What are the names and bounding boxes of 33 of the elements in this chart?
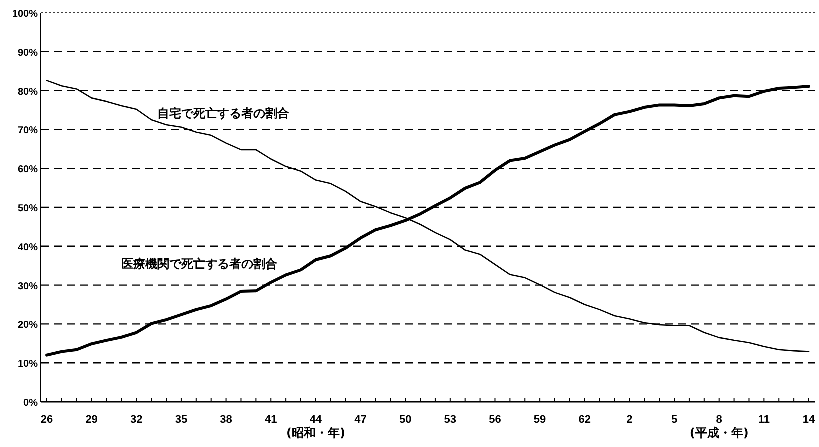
x-tick-label: 38 bbox=[220, 414, 232, 426]
x-tick-label: 2 bbox=[626, 414, 633, 426]
series-label: 医療機関で死亡する者の割合 bbox=[121, 257, 278, 272]
y-tick-label: 80% bbox=[18, 86, 38, 98]
x-tick-label: 5 bbox=[671, 414, 678, 426]
series-label: 自宅で死亡する者の割合 bbox=[157, 106, 290, 120]
y-tick-label: 50% bbox=[18, 204, 38, 214]
text: (平成・年) bbox=[690, 426, 749, 440]
y-tick-label: 20% bbox=[18, 320, 38, 332]
y-tick-label: 90% bbox=[18, 48, 38, 59]
x-tick-label: 11 bbox=[758, 414, 770, 426]
x-tick-label: 29 bbox=[86, 414, 98, 426]
x-tick-label: 14 bbox=[802, 414, 816, 426]
y-tick-label: 70% bbox=[18, 126, 38, 137]
x-tick-label: 62 bbox=[578, 414, 592, 426]
x-tick-label: 44 bbox=[310, 414, 323, 426]
y-tick-label: 10% bbox=[18, 359, 38, 370]
x-tick-label: 8 bbox=[716, 414, 722, 426]
x-tick-label: 50 bbox=[399, 414, 412, 426]
x-tick-label: 47 bbox=[354, 414, 367, 426]
x-tick-label: 35 bbox=[175, 414, 188, 426]
y-tick-label: 30% bbox=[18, 281, 38, 292]
y-tick-label: 100% bbox=[12, 9, 38, 20]
x-tick-label: 26 bbox=[40, 414, 54, 426]
y-tick-label: 0% bbox=[24, 398, 38, 409]
x-tick-label: 56 bbox=[489, 414, 502, 426]
x-tick-label: 32 bbox=[130, 414, 143, 426]
text: (昭和・年) bbox=[286, 426, 346, 440]
x-tick-label: 41 bbox=[264, 414, 278, 426]
x-tick-label: 59 bbox=[534, 414, 546, 426]
x-tick-label: 53 bbox=[444, 414, 457, 426]
y-tick-label: 40% bbox=[18, 242, 38, 254]
y-tick-label: 60% bbox=[18, 164, 38, 176]
